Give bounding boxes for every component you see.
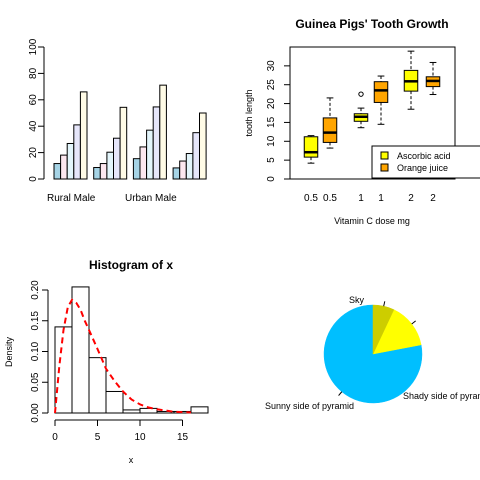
- x-tick-label: 5: [95, 432, 101, 443]
- bar: [152, 106, 161, 180]
- y-tick-label: 25: [266, 79, 277, 91]
- bar: [132, 158, 141, 180]
- y-tick-label: 80: [28, 67, 39, 79]
- bar: [119, 106, 128, 180]
- x-axis-label: Vitamin C dose mg: [334, 216, 410, 226]
- y-tick-label: 20: [266, 98, 277, 110]
- x-tick-label: 2: [430, 193, 436, 204]
- y-tick-label: 20: [28, 147, 39, 159]
- x-axis-label: x: [129, 455, 134, 465]
- y-tick-label: 0.15: [30, 311, 41, 331]
- slice-label: Shady side of pyramid: [403, 391, 480, 401]
- bar: [79, 91, 88, 180]
- x-tick-label: 0.5: [304, 193, 318, 204]
- y-tick-label: 5: [266, 157, 277, 163]
- slice-leader: [338, 391, 343, 396]
- bar: [53, 163, 62, 180]
- y-tick-label: 40: [28, 120, 39, 132]
- bar: [106, 151, 115, 180]
- histogram-bin: [139, 407, 158, 414]
- density-curve: [54, 298, 192, 414]
- y-tick-label: 0: [266, 176, 277, 182]
- histogram-bin: [88, 357, 107, 414]
- legend-swatch: [380, 151, 389, 160]
- slice-leader: [411, 320, 416, 325]
- bar: [73, 124, 81, 180]
- bar: [185, 153, 194, 180]
- bar: [199, 112, 207, 180]
- bar: [66, 142, 75, 180]
- y-tick-label: 0: [28, 176, 39, 182]
- boxplot-panel: Guinea Pigs' Tooth Growth Vitamin C dose …: [244, 17, 480, 226]
- bar: [146, 129, 154, 180]
- bar: [93, 167, 101, 180]
- box: [373, 81, 389, 103]
- bar: [113, 137, 121, 180]
- histogram-bin: [105, 390, 124, 414]
- y-axis-label: tooth length: [244, 89, 254, 136]
- y-tick-label: 30: [266, 60, 277, 72]
- histogram-bin: [54, 326, 73, 414]
- legend-swatch: [380, 163, 389, 172]
- bar: [179, 160, 187, 180]
- slice-label: Sky: [349, 295, 365, 305]
- chart-title: Guinea Pigs' Tooth Growth: [295, 17, 448, 31]
- histogram-bin: [71, 286, 90, 414]
- x-tick-label: 2: [408, 193, 414, 204]
- slice-leader: [383, 301, 386, 307]
- y-tick-label: 10: [266, 135, 277, 147]
- chart-title: Histogram of x: [89, 258, 173, 272]
- y-tick-label: 0.20: [30, 280, 41, 300]
- box: [303, 136, 319, 158]
- legend-label: Ascorbic acid: [397, 151, 451, 161]
- histogram-bin: [122, 409, 141, 414]
- x-tick-label: 15: [177, 432, 189, 443]
- y-tick-label: 0.05: [30, 372, 41, 392]
- slice-label: Sunny side of pyramid: [265, 401, 354, 411]
- bar: [172, 167, 181, 180]
- x-tick-label: 1: [358, 193, 364, 204]
- x-tick-label: 1: [378, 193, 384, 204]
- x-tick-label: 10: [134, 432, 146, 443]
- legend-box: [371, 145, 480, 179]
- barplot-panel: 0 20 40 60 80 100 Rural Male Urban Male: [28, 38, 207, 204]
- y-axis-label: Density: [4, 336, 14, 367]
- bar: [159, 84, 167, 180]
- category-label: Rural Male: [47, 193, 96, 204]
- y-tick-label: 15: [266, 116, 277, 128]
- category-label: Urban Male: [125, 193, 177, 204]
- bar: [99, 163, 108, 180]
- x-tick-label: 0: [52, 432, 58, 443]
- y-tick-label: 100: [28, 38, 39, 55]
- bar: [60, 154, 68, 180]
- y-tick-label: 0.00: [30, 403, 41, 423]
- histogram-bin: [190, 406, 209, 414]
- pie-panel: Sky Sunny side of pyramid Shady side of py…: [265, 295, 480, 411]
- legend-label: Orange juice: [397, 163, 448, 173]
- y-tick-label: 60: [28, 94, 39, 106]
- x-tick-label: 0.5: [323, 193, 337, 204]
- bar: [139, 146, 148, 180]
- bar: [192, 132, 200, 180]
- box: [322, 117, 338, 143]
- histogram-panel: Histogram of x x Density 0.00 0.05 0.10 0.15 0.…: [4, 258, 209, 465]
- y-tick-label: 0.10: [30, 341, 41, 361]
- legend: Ascorbic acid Orange juice: [371, 145, 480, 179]
- outlier: [358, 91, 364, 97]
